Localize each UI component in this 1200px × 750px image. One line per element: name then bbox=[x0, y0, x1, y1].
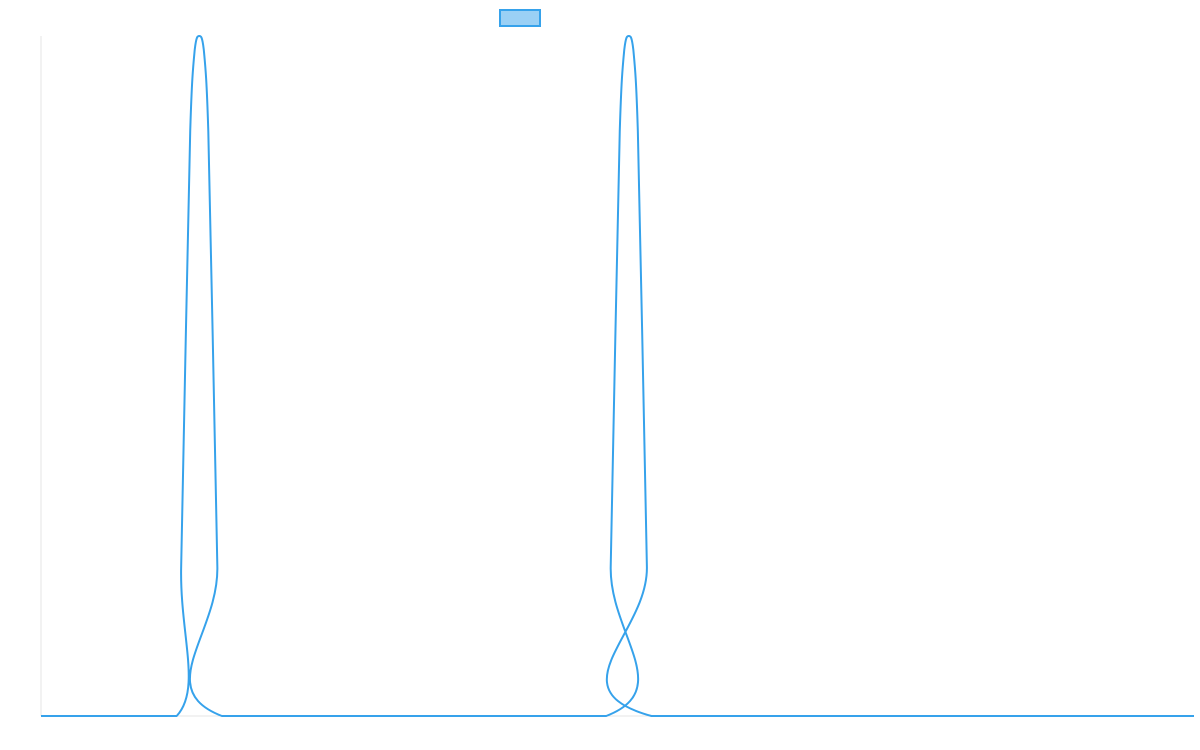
data-point[interactable] bbox=[195, 32, 203, 40]
data-point[interactable] bbox=[1190, 712, 1198, 720]
data-point[interactable] bbox=[37, 712, 45, 720]
data-point[interactable] bbox=[186, 127, 194, 135]
data-point[interactable] bbox=[616, 127, 624, 135]
data-point[interactable] bbox=[629, 46, 637, 54]
data-point[interactable] bbox=[611, 338, 619, 346]
data-point[interactable] bbox=[173, 712, 181, 720]
data-point[interactable] bbox=[204, 127, 212, 135]
data-point[interactable] bbox=[638, 338, 646, 346]
data-point[interactable] bbox=[177, 562, 185, 570]
data-point[interactable] bbox=[602, 712, 610, 720]
legend-swatch-series-1[interactable] bbox=[499, 9, 541, 27]
data-point[interactable] bbox=[607, 562, 615, 570]
series-group bbox=[37, 32, 1198, 720]
data-point[interactable] bbox=[620, 46, 628, 54]
data-point[interactable] bbox=[182, 338, 190, 346]
data-point[interactable] bbox=[191, 46, 199, 54]
series-line-1[interactable] bbox=[41, 35, 1194, 718]
data-point[interactable] bbox=[213, 562, 221, 570]
data-point[interactable] bbox=[625, 32, 633, 40]
data-point[interactable] bbox=[209, 338, 217, 346]
data-point[interactable] bbox=[218, 712, 226, 720]
data-point[interactable] bbox=[647, 712, 655, 720]
data-point[interactable] bbox=[634, 127, 642, 135]
data-point[interactable] bbox=[200, 46, 208, 54]
legend[interactable] bbox=[499, 9, 541, 27]
data-point[interactable] bbox=[643, 562, 651, 570]
